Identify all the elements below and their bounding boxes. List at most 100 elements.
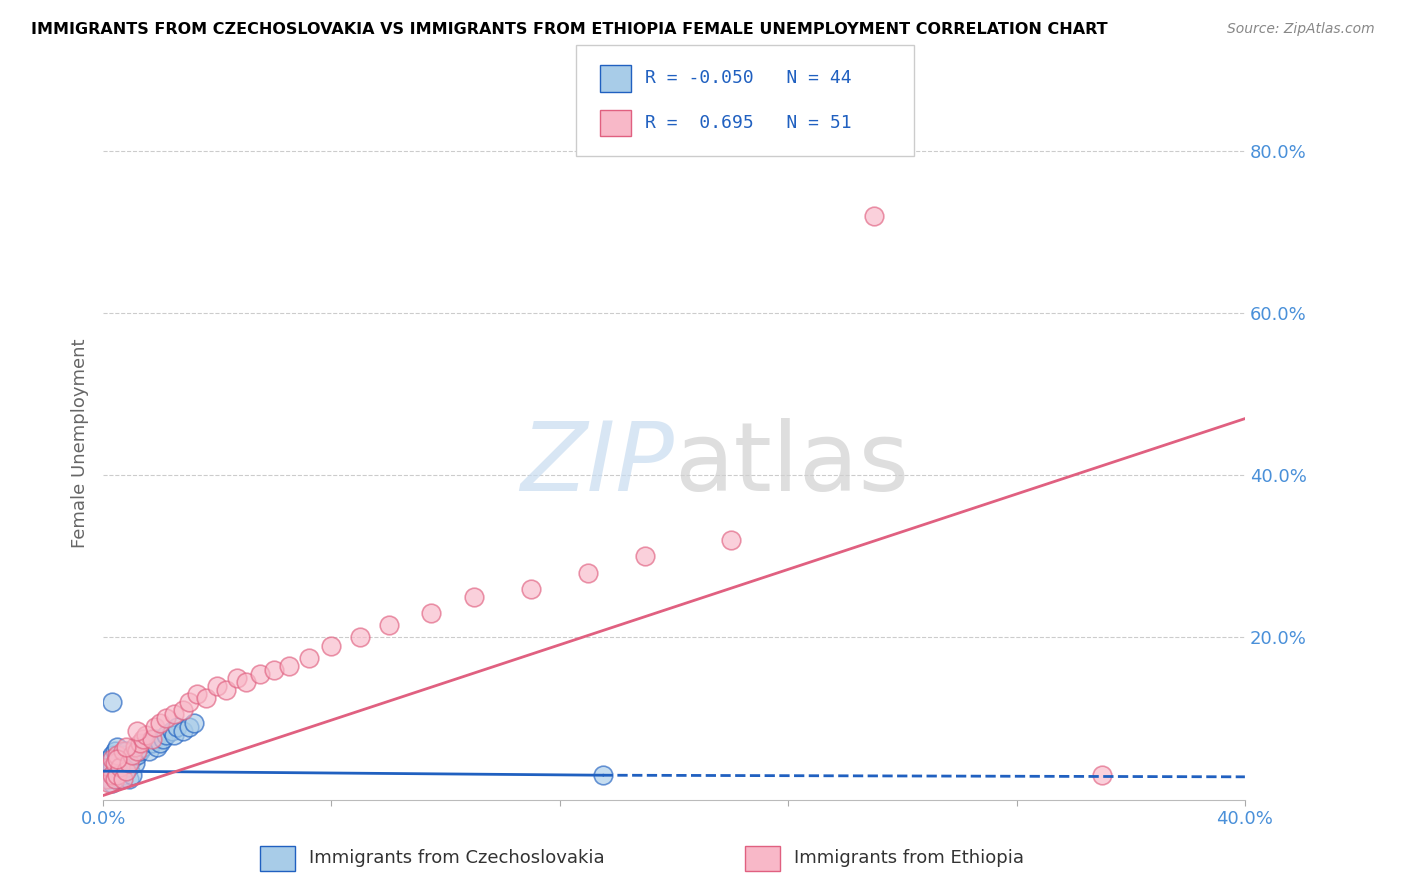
Point	[207, 679, 229, 693]
Point	[194, 691, 217, 706]
Point	[277, 658, 299, 673]
Point	[112, 747, 135, 762]
Point	[112, 772, 135, 787]
Point	[100, 747, 122, 762]
Point	[141, 736, 163, 750]
Point	[160, 723, 183, 738]
Point	[321, 639, 343, 653]
Text: R = -0.050   N = 44: R = -0.050 N = 44	[645, 70, 852, 87]
Point	[118, 756, 141, 770]
Point	[110, 760, 132, 774]
Point	[107, 768, 129, 782]
Point	[263, 663, 285, 677]
Text: Source: ZipAtlas.com: Source: ZipAtlas.com	[1227, 22, 1375, 37]
Point	[97, 764, 120, 779]
Point	[97, 772, 120, 787]
Point	[94, 756, 117, 770]
Point	[127, 723, 149, 738]
Point	[121, 768, 143, 782]
Point	[103, 764, 125, 779]
Point	[118, 760, 141, 774]
Point	[172, 703, 194, 717]
Text: Immigrants from Czechoslovakia: Immigrants from Czechoslovakia	[309, 849, 605, 867]
Point	[115, 744, 138, 758]
Point	[226, 671, 249, 685]
Point	[132, 739, 155, 754]
Point	[107, 739, 129, 754]
Y-axis label: Female Unemployment: Female Unemployment	[72, 338, 89, 548]
Point	[115, 764, 138, 779]
Point	[110, 772, 132, 787]
Point	[141, 731, 163, 746]
Point	[112, 744, 135, 758]
Point	[377, 618, 399, 632]
Point	[138, 744, 160, 758]
Point	[107, 752, 129, 766]
Point	[103, 756, 125, 770]
Point	[100, 752, 122, 766]
Point	[149, 736, 172, 750]
Point	[127, 747, 149, 762]
Point	[520, 582, 543, 596]
Point	[862, 209, 884, 223]
Point	[177, 720, 200, 734]
Point	[97, 776, 120, 790]
Text: atlas: atlas	[673, 417, 910, 511]
Point	[121, 747, 143, 762]
Text: R =  0.695   N = 51: R = 0.695 N = 51	[645, 114, 852, 132]
Point	[97, 760, 120, 774]
Point	[107, 756, 129, 770]
Point	[152, 731, 174, 746]
Point	[143, 731, 166, 746]
Point	[100, 776, 122, 790]
Point	[115, 764, 138, 779]
Point	[135, 728, 157, 742]
Point	[110, 752, 132, 766]
Point	[1091, 768, 1114, 782]
Text: IMMIGRANTS FROM CZECHOSLOVAKIA VS IMMIGRANTS FROM ETHIOPIA FEMALE UNEMPLOYMENT C: IMMIGRANTS FROM CZECHOSLOVAKIA VS IMMIGR…	[31, 22, 1108, 37]
Point	[720, 533, 742, 548]
Point	[235, 675, 257, 690]
Point	[463, 590, 485, 604]
Point	[97, 752, 120, 766]
Point	[124, 756, 146, 770]
Point	[149, 715, 172, 730]
Text: ZIP: ZIP	[520, 417, 673, 511]
Point	[166, 720, 188, 734]
Point	[103, 772, 125, 787]
Point	[183, 715, 205, 730]
Point	[349, 631, 371, 645]
Point	[94, 772, 117, 787]
Point	[103, 772, 125, 787]
Point	[121, 752, 143, 766]
Point	[100, 695, 122, 709]
Point	[186, 687, 208, 701]
Point	[249, 667, 271, 681]
Point	[100, 760, 122, 774]
Point	[129, 736, 152, 750]
Point	[103, 744, 125, 758]
Text: Immigrants from Ethiopia: Immigrants from Ethiopia	[794, 849, 1025, 867]
Point	[115, 739, 138, 754]
Point	[112, 768, 135, 782]
Point	[132, 731, 155, 746]
Point	[177, 695, 200, 709]
Point	[124, 739, 146, 754]
Point	[143, 720, 166, 734]
Point	[298, 650, 321, 665]
Point	[576, 566, 599, 580]
Point	[100, 768, 122, 782]
Point	[107, 768, 129, 782]
Point	[118, 772, 141, 787]
Point	[107, 747, 129, 762]
Point	[129, 744, 152, 758]
Point	[127, 744, 149, 758]
Point	[94, 768, 117, 782]
Point	[135, 736, 157, 750]
Point	[634, 549, 657, 564]
Point	[146, 739, 169, 754]
Point	[172, 723, 194, 738]
Point	[155, 711, 177, 725]
Point	[215, 683, 238, 698]
Point	[163, 707, 186, 722]
